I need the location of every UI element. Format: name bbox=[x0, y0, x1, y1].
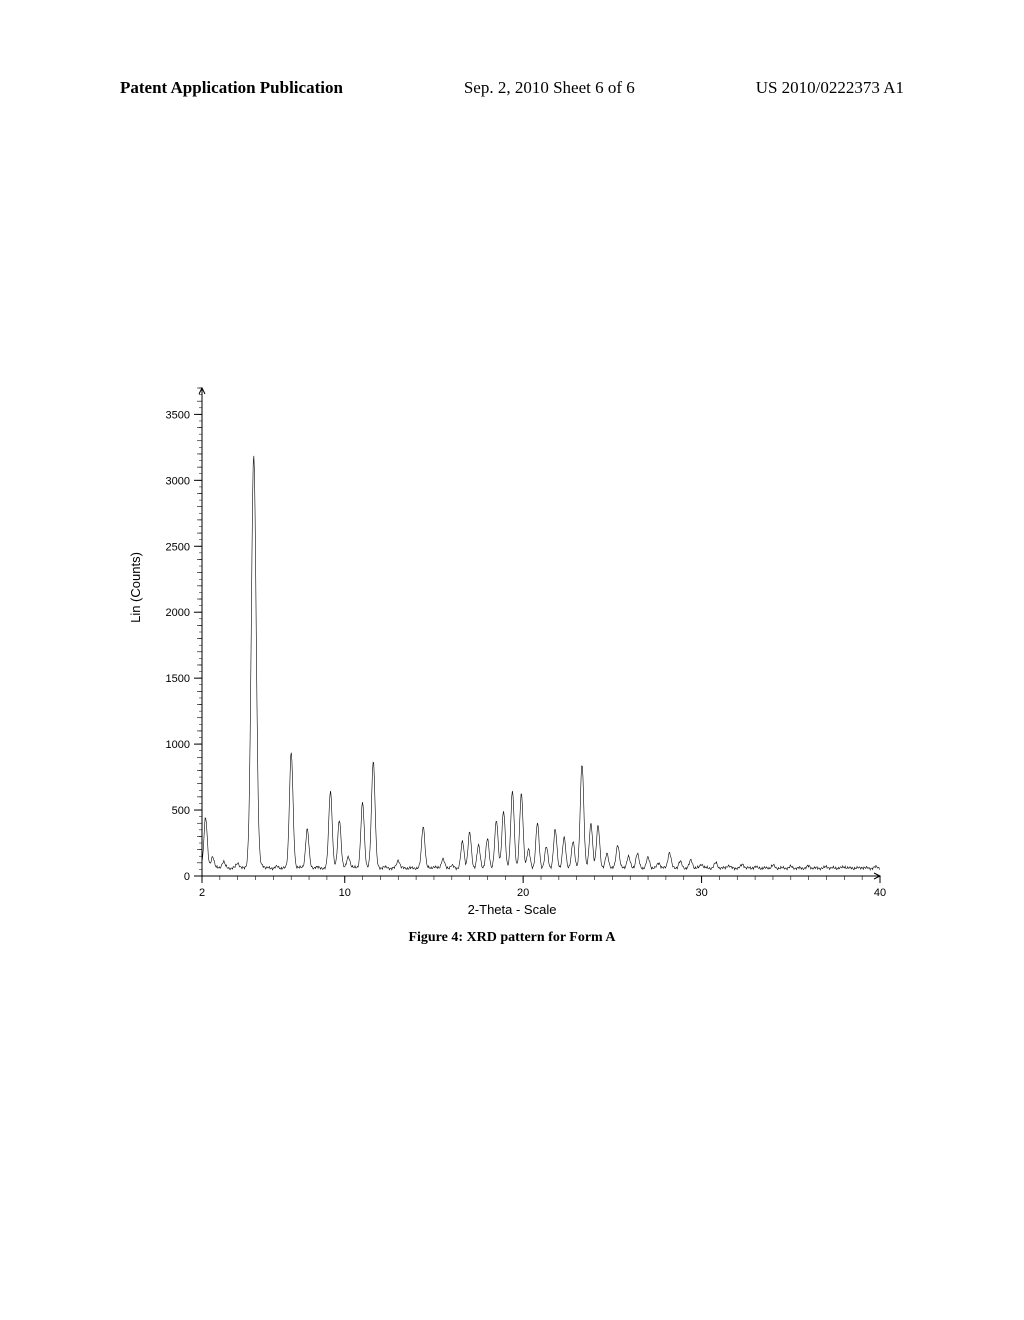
header-right-text: US 2010/0222373 A1 bbox=[756, 78, 904, 98]
svg-text:0: 0 bbox=[184, 871, 190, 883]
header-left-text: Patent Application Publication bbox=[120, 78, 343, 98]
svg-text:3000: 3000 bbox=[166, 475, 190, 487]
svg-text:2500: 2500 bbox=[166, 541, 190, 553]
header-center-text: Sep. 2, 2010 Sheet 6 of 6 bbox=[464, 78, 635, 98]
svg-text:40: 40 bbox=[874, 887, 886, 899]
svg-text:30: 30 bbox=[695, 887, 707, 899]
svg-text:2: 2 bbox=[199, 887, 205, 899]
svg-text:1500: 1500 bbox=[166, 673, 190, 685]
svg-text:500: 500 bbox=[172, 805, 190, 817]
xrd-chart: 0 500 1000 1500 2000 2500 3000 3500 2 10 20 30 40 bbox=[130, 380, 890, 910]
x-axis-label: 2-Theta - Scale bbox=[0, 902, 1024, 917]
svg-text:3500: 3500 bbox=[166, 409, 190, 421]
svg-text:20: 20 bbox=[517, 887, 529, 899]
svg-text:1000: 1000 bbox=[166, 739, 190, 751]
chart-svg: 0 500 1000 1500 2000 2500 3000 3500 2 10 20 30 40 bbox=[130, 380, 890, 910]
figure-caption: Figure 4: XRD pattern for Form A bbox=[0, 930, 1024, 946]
page-header: Patent Application Publication Sep. 2, 2… bbox=[0, 78, 1024, 98]
svg-text:2000: 2000 bbox=[166, 607, 190, 619]
svg-text:10: 10 bbox=[339, 887, 351, 899]
